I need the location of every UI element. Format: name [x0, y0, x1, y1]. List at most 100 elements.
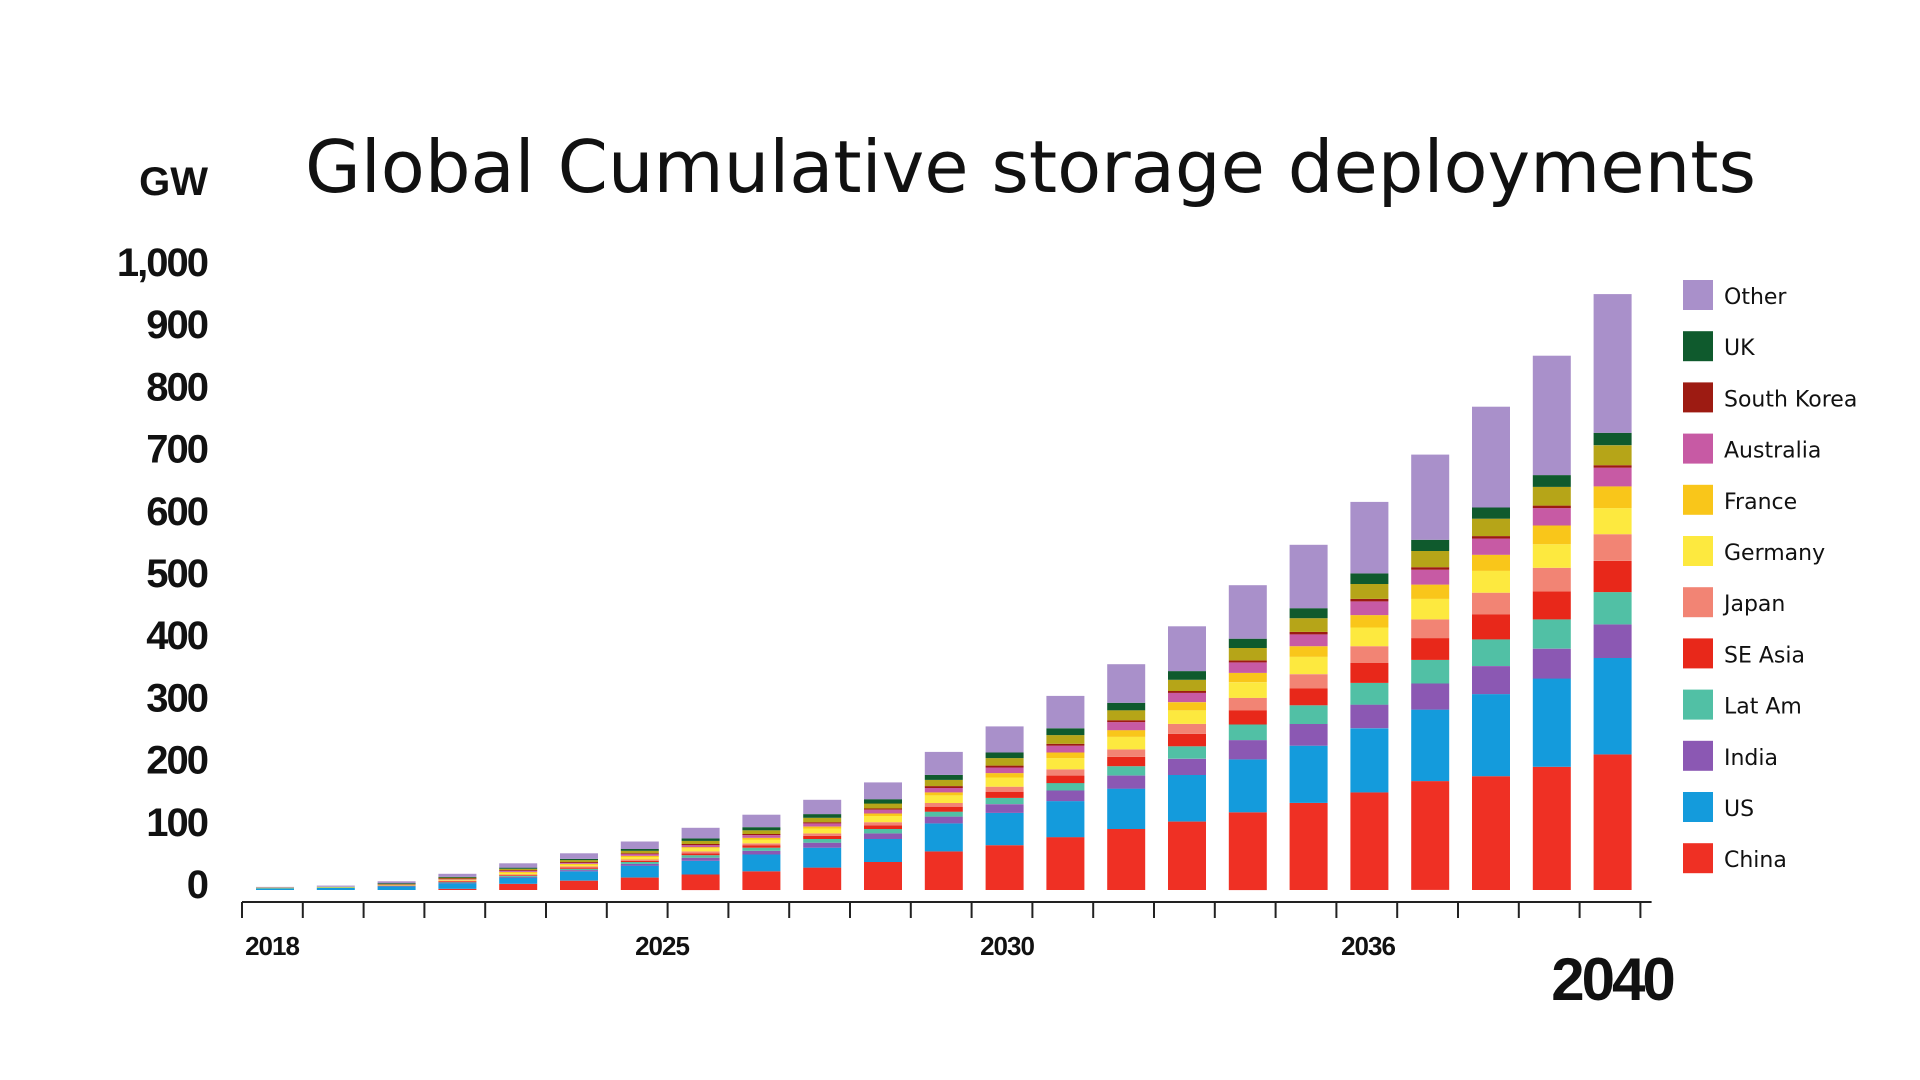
legend-label: Japan	[1722, 592, 1785, 617]
bar-stack-2024	[620, 841, 659, 890]
legend-swatch	[1683, 382, 1713, 413]
bar-segment-china	[438, 888, 477, 890]
bar-segment-series-10	[681, 840, 720, 844]
bar-segment-us	[1107, 788, 1146, 829]
legend-swatch	[1683, 587, 1713, 618]
bar-segment-germany	[864, 816, 902, 823]
bar-segment-south-korea	[1107, 720, 1146, 723]
bar-segment-south-korea	[742, 834, 781, 836]
bar-segment-other	[316, 885, 355, 887]
bar-segment-india	[499, 876, 538, 878]
bar-segment-china	[1046, 837, 1085, 890]
bar-stack-2034	[1228, 585, 1267, 891]
bar-stack-2019	[316, 885, 355, 890]
bar-segment-china	[985, 845, 1024, 890]
bar-segment-other	[1046, 695, 1085, 729]
bar-segment-france	[803, 826, 842, 829]
bar-segment-france	[924, 792, 963, 796]
bar-segment-series-10	[1593, 445, 1632, 466]
bar-segment-us	[1532, 678, 1571, 767]
bar-segment-japan	[1046, 769, 1085, 776]
bar-segment-india	[742, 850, 781, 855]
y-axis-label: GW	[139, 160, 208, 204]
bar-segment-se-asia	[620, 860, 659, 862]
legend-label: SE Asia	[1724, 643, 1805, 668]
bar-segment-south-korea	[681, 844, 720, 846]
y-tick-label: 0	[187, 863, 208, 907]
y-tick-label: 300	[146, 676, 207, 720]
legend-swatch	[1683, 740, 1713, 771]
bar-segment-japan	[864, 822, 902, 826]
bar-segment-india	[1046, 790, 1085, 802]
bar-segment-india	[1593, 624, 1632, 658]
bar-segment-india	[924, 816, 963, 824]
legend-item-us: US	[1683, 792, 1754, 822]
bar-segment-other	[1168, 626, 1206, 672]
bar-segment-se-asia	[1593, 561, 1632, 593]
y-tick-label: 600	[146, 490, 207, 534]
bar-segment-other	[681, 827, 720, 839]
bar-segment-south-korea	[1411, 567, 1450, 570]
bar-segment-japan	[985, 786, 1024, 792]
bar-segment-south-korea	[1168, 691, 1206, 693]
bar-segment-lat-am	[1289, 705, 1328, 724]
bar-segment-us	[1411, 709, 1450, 782]
bar-stack-2023	[560, 853, 598, 890]
bar-segment-other	[620, 841, 659, 849]
bar-stack-2028	[864, 782, 902, 890]
bar-segment-japan	[560, 866, 598, 868]
bar-stack-2025	[681, 827, 720, 891]
bar-segment-lat-am	[1107, 766, 1146, 776]
x-tick-label: 2040	[1551, 946, 1673, 1013]
bar-segment-france	[864, 813, 902, 816]
bar-segment-se-asia	[1289, 688, 1328, 706]
bar-segment-series-10	[742, 830, 781, 834]
legend-label: Australia	[1724, 439, 1821, 464]
x-tick-label: 2030	[980, 931, 1034, 961]
bar-segment-india	[1228, 740, 1267, 760]
legend-item-australia: Australia	[1683, 433, 1821, 464]
bar-segment-india	[560, 870, 598, 872]
bar-segment-south-korea	[924, 786, 963, 788]
bar-segment-china	[1472, 776, 1510, 890]
bar-segment-japan	[1593, 534, 1632, 561]
bar-segment-other	[1289, 544, 1328, 609]
bar-segment-germany	[1472, 570, 1510, 593]
bar-segment-france	[499, 872, 538, 873]
bar-segment-se-asia	[1046, 775, 1085, 784]
bar-segment-lat-am	[438, 881, 477, 883]
bar-segment-france	[1107, 730, 1146, 737]
bar-segment-us	[438, 883, 477, 889]
bar-segment-uk	[803, 814, 842, 818]
bar-stack-2033	[1168, 626, 1206, 890]
bar-segment-other	[803, 799, 842, 815]
bar-segment-se-asia	[742, 845, 781, 848]
bar-segment-lat-am	[803, 839, 842, 843]
bar-segment-lat-am	[924, 811, 963, 817]
legend-label: India	[1724, 746, 1778, 771]
bar-segment-other	[438, 873, 477, 877]
bar-segment-india	[1289, 723, 1328, 746]
bar-segment-uk	[1532, 475, 1571, 487]
bar-segment-uk	[985, 752, 1024, 759]
bar-segment-us	[1289, 745, 1328, 803]
bar-segment-china	[499, 883, 538, 890]
bar-segment-se-asia	[560, 867, 598, 869]
bar-segment-south-korea	[1472, 536, 1510, 539]
bar-segment-japan	[620, 859, 659, 861]
bar-segment-lat-am	[1228, 724, 1267, 741]
bar-segment-lat-am	[1532, 619, 1571, 649]
bar-segment-france	[742, 837, 781, 840]
legend-label: Other	[1724, 285, 1787, 310]
bar-segment-australia	[985, 767, 1024, 774]
bar-segment-us	[1593, 658, 1632, 755]
bar-segment-south-korea	[560, 862, 598, 863]
bar-segment-australia	[1046, 745, 1085, 753]
bar-segment-series-10	[499, 868, 538, 871]
bar-segment-uk	[1411, 539, 1450, 551]
legend-item-germany: Germany	[1683, 536, 1825, 566]
bar-segment-china	[1289, 802, 1328, 890]
bar-segment-japan	[1107, 749, 1146, 757]
y-tick-label: 100	[146, 801, 207, 845]
bar-segment-south-korea	[803, 822, 842, 824]
